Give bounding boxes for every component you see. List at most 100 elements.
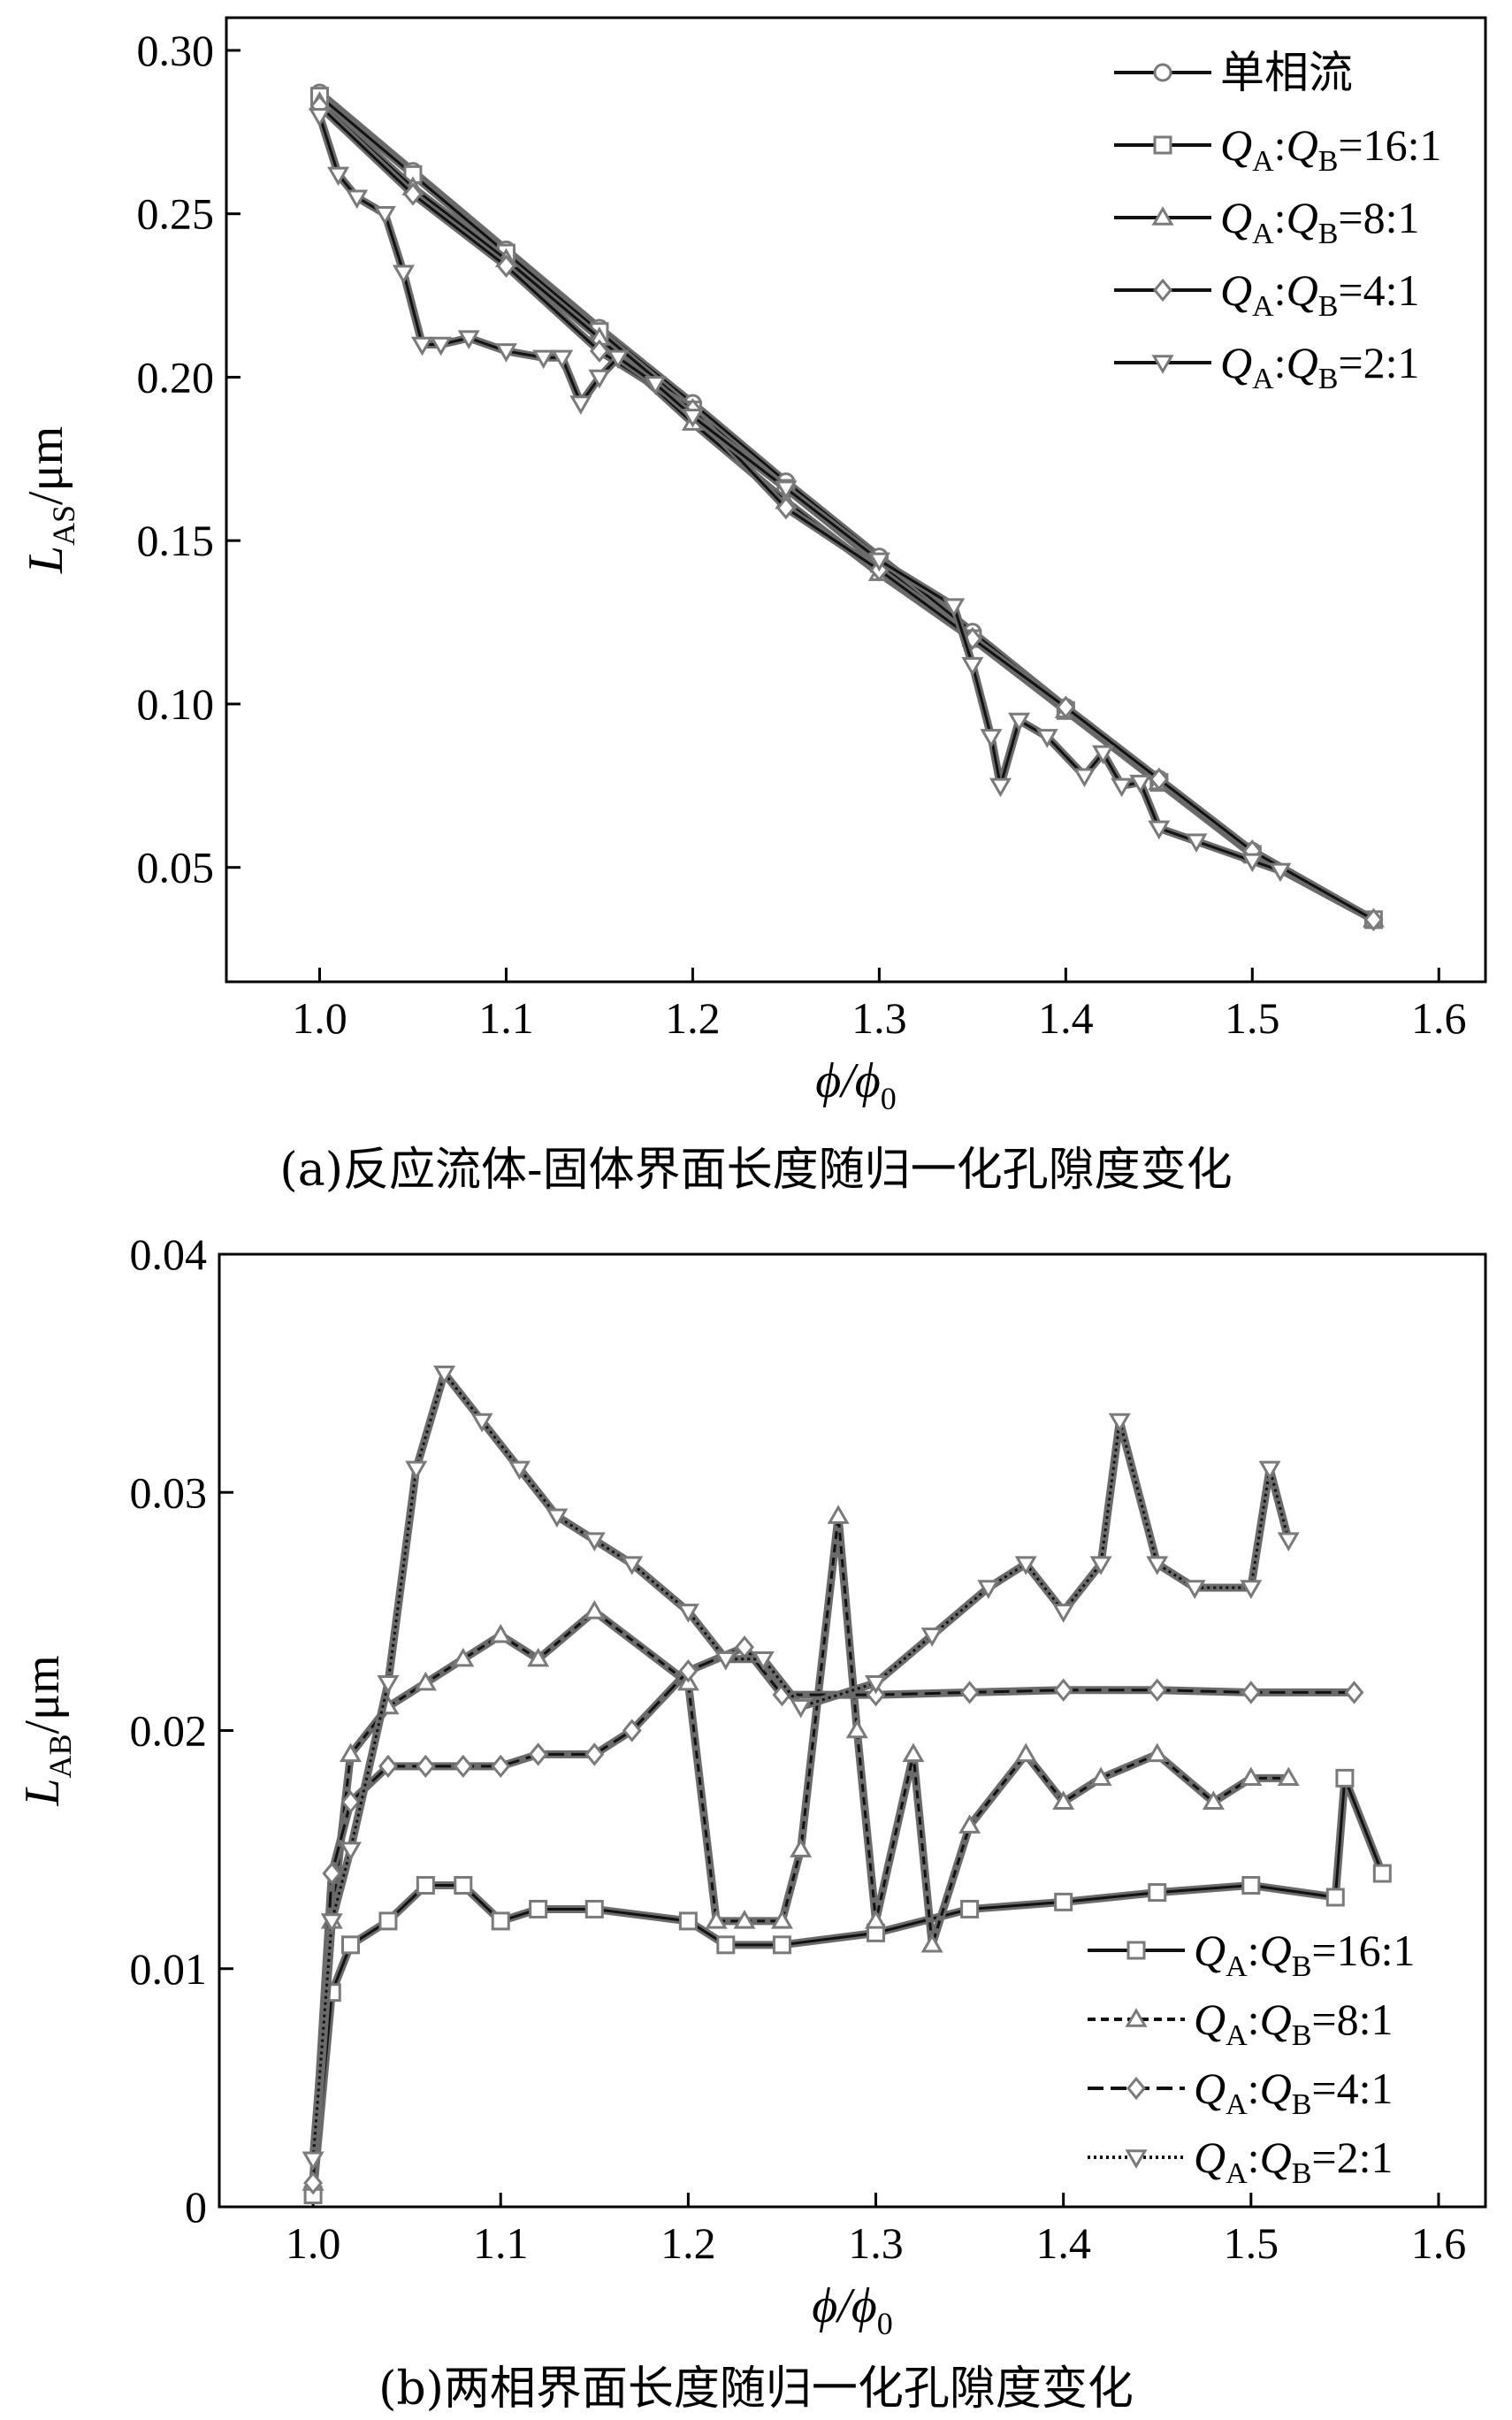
data-point	[453, 1754, 473, 1779]
legend-marker	[1153, 135, 1172, 155]
data-point	[1014, 1556, 1037, 1575]
data-point	[308, 108, 331, 127]
data-point	[1325, 1888, 1345, 1907]
data-point	[775, 496, 796, 520]
data-point	[1092, 745, 1115, 765]
data-point	[489, 1623, 512, 1643]
plot-frame	[225, 16, 1487, 984]
x-axis-label: ϕ/ϕ0	[815, 1053, 897, 1116]
legend-marker	[1125, 2008, 1148, 2027]
data-point	[528, 1742, 548, 1766]
caption-a: (a)反应流体-固体界面长度随归一化孔隙度变化	[279, 1144, 1232, 1197]
legend-marker	[1151, 355, 1174, 374]
data-point	[346, 189, 369, 210]
data-point	[392, 264, 415, 285]
data-point	[403, 182, 423, 206]
data-point	[961, 656, 984, 677]
data-point	[621, 1556, 644, 1575]
data-point	[1014, 1742, 1037, 1763]
data-point	[681, 409, 704, 428]
data-point	[1089, 1766, 1112, 1787]
data-point	[1241, 1681, 1261, 1704]
data-point	[529, 1899, 548, 1918]
y-tick-label: 0	[185, 2182, 207, 2232]
data-point	[496, 254, 516, 278]
series-5	[308, 108, 1292, 883]
data-point	[770, 1910, 793, 1929]
data-point	[1185, 833, 1208, 854]
legend-label: QA:QB=4:1	[1220, 265, 1419, 323]
data-point	[845, 1719, 868, 1739]
data-point	[1035, 729, 1058, 748]
series-line	[311, 1372, 1290, 2160]
y-axis-label: LAB/μm	[15, 1655, 78, 1806]
data-point	[865, 1910, 888, 1929]
data-point	[1335, 1768, 1355, 1788]
data-point	[527, 1647, 550, 1667]
data-point	[588, 369, 611, 389]
x-tick-label: 1.0	[286, 2218, 341, 2268]
y-tick-label: 0.10	[137, 679, 215, 729]
data-point	[678, 1659, 699, 1683]
data-point	[508, 1460, 531, 1481]
data-point	[584, 1899, 604, 1918]
data-point	[958, 1814, 981, 1834]
y-tick-label: 0.25	[137, 189, 215, 239]
series-4	[302, 1365, 1300, 2171]
x-tick-label: 1.4	[1035, 2218, 1091, 2268]
series-line	[318, 91, 1375, 922]
data-point	[1344, 1681, 1364, 1704]
series-halo	[317, 89, 1376, 923]
data-point	[1146, 1556, 1169, 1575]
data-point	[405, 1460, 428, 1481]
data-point	[1241, 1876, 1261, 1895]
data-point	[1183, 1580, 1206, 1599]
y-tick-label: 0.02	[130, 1706, 208, 1756]
legend-marker	[1153, 278, 1172, 302]
data-point	[1089, 1556, 1112, 1575]
data-point	[416, 1754, 436, 1779]
legend-marker	[1126, 1941, 1146, 1960]
series-1	[303, 1768, 1392, 2205]
data-point	[1146, 1742, 1169, 1763]
data-point	[977, 1580, 1000, 1599]
data-point	[867, 552, 890, 572]
data-point	[705, 1910, 728, 1929]
data-point	[1277, 1766, 1300, 1787]
data-point	[470, 1413, 493, 1433]
x-tick-label: 1.5	[1224, 2218, 1279, 2268]
x-axis-label: ϕ/ϕ0	[812, 2278, 893, 2341]
legend-label: QA:QB=2:1	[1194, 2133, 1393, 2190]
data-point	[551, 349, 574, 370]
data-point	[920, 1933, 943, 1953]
data-point	[866, 1682, 886, 1707]
x-tick-label: 1.3	[851, 993, 907, 1043]
data-point	[1008, 712, 1031, 732]
data-point	[1053, 1678, 1073, 1702]
data-point	[583, 1532, 606, 1551]
x-tick-label: 1.1	[478, 993, 534, 1043]
data-point	[865, 1674, 888, 1695]
y-tick-label: 0.03	[130, 1467, 208, 1517]
x-tick-label: 1.5	[1225, 993, 1280, 1043]
data-point	[411, 336, 434, 356]
data-point	[1052, 1604, 1075, 1623]
data-point	[1277, 1532, 1300, 1551]
data-point	[678, 1911, 698, 1931]
data-point	[378, 1754, 398, 1779]
legend-label: QA:QB=2:1	[1220, 338, 1419, 395]
x-tick-label: 1.1	[473, 2218, 529, 2268]
data-point	[716, 1935, 736, 1955]
data-point	[1129, 774, 1152, 794]
data-point	[433, 1365, 456, 1385]
legend-label: QA:QB=8:1	[1194, 1995, 1393, 2052]
data-point	[532, 349, 555, 370]
data-point	[959, 1681, 980, 1704]
data-point	[491, 1754, 511, 1779]
data-point	[457, 330, 480, 349]
legend-marker	[1126, 2076, 1146, 2101]
data-point	[569, 395, 592, 415]
series-line	[318, 95, 1375, 922]
data-point	[607, 349, 630, 370]
